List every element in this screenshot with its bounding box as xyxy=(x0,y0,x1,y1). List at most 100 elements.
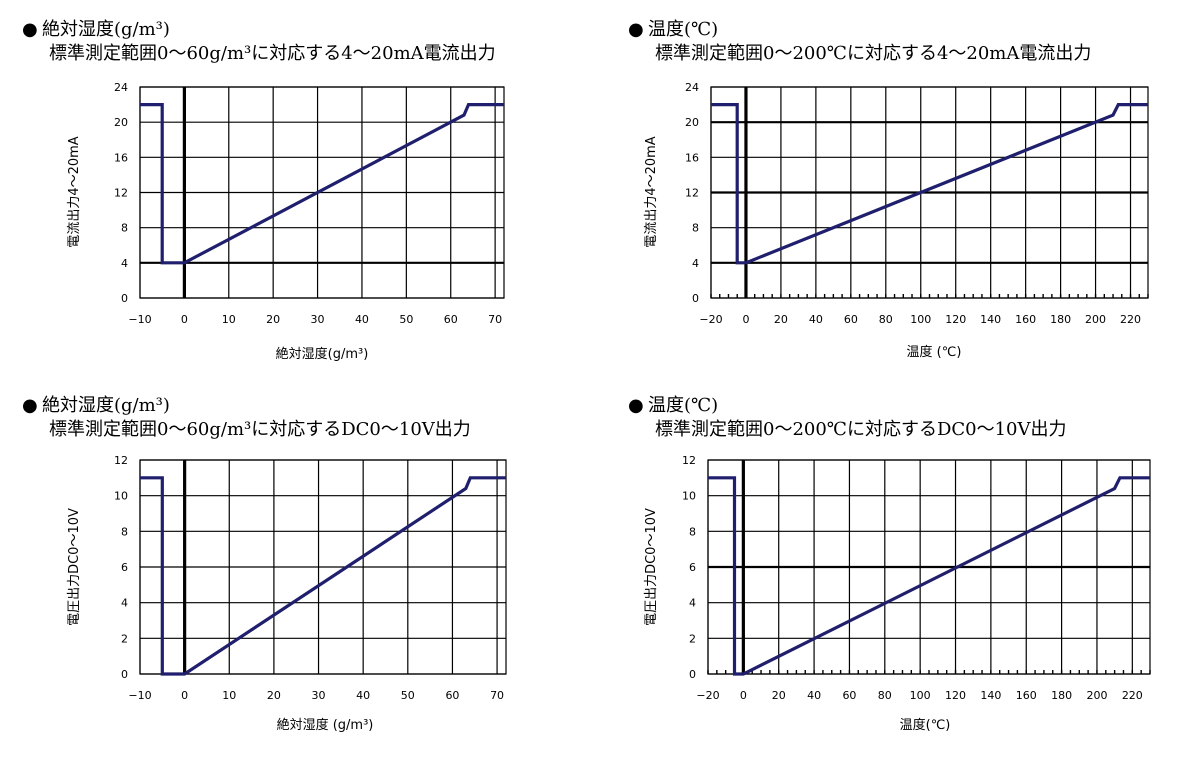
x-tick-label: 200 xyxy=(1086,689,1107,702)
x-tick-label: 220 xyxy=(1120,313,1141,326)
chart-subtitle: 標準測定範囲0～60g/m³に対応する4～20mA電流出力 xyxy=(49,43,496,64)
chart-subtitle: 標準測定範囲0～200℃に対応するDC0～10V出力 xyxy=(655,419,1067,440)
chart-humidity-current: −10 0 10 20 30 40 50 60 7004812162024絶対湿度(g/m³)電… xyxy=(67,81,505,362)
x-tick-label: 180 xyxy=(1051,689,1072,702)
x-tick-label: 30 xyxy=(311,313,325,326)
y-tick-label: 6 xyxy=(121,561,128,574)
x-tick-label: 20 xyxy=(772,689,786,702)
x-tick-label: 40 xyxy=(807,689,821,702)
y-tick-label: 6 xyxy=(689,561,696,574)
chart-header: ● 絶対湿度(g/m³) 標準測定範囲0～60g/m³に対応するDC0～10V出力 xyxy=(22,394,471,442)
x-tick-label: 160 xyxy=(1015,313,1036,326)
y-axis-label: 電圧出力DC0～10V xyxy=(67,508,82,626)
x-tick-label: 120 xyxy=(945,689,966,702)
x-tick-label: 0 xyxy=(740,689,747,702)
y-tick-label: 2 xyxy=(121,632,128,645)
bullet-icon: ● xyxy=(628,395,644,416)
bullet-icon: ● xyxy=(22,19,38,40)
chart-title: 絶対湿度(g/m³) xyxy=(42,19,170,40)
x-tick-label: 40 xyxy=(356,689,370,702)
series-line xyxy=(140,476,506,676)
y-tick-label: 16 xyxy=(685,151,699,164)
y-tick-label: 24 xyxy=(114,81,128,94)
y-axis-label: 電圧出力DC0～10V xyxy=(644,508,659,626)
x-axis-label: 絶対湿度 (g/m³) xyxy=(277,717,374,733)
chart-temperature-voltage: −20 0 20 40 60 80 100 120 140 160 180 200 2200246810… xyxy=(644,454,1151,733)
x-tick-label: 160 xyxy=(1016,689,1037,702)
y-tick-label: 8 xyxy=(692,222,699,235)
x-tick-label: 70 xyxy=(490,689,504,702)
bullet-icon: ● xyxy=(628,19,644,40)
plot-frame xyxy=(139,459,507,675)
y-tick-label: 4 xyxy=(121,597,128,610)
x-tick-label: 70 xyxy=(488,313,502,326)
x-axis-label: 温度 (℃) xyxy=(907,344,962,360)
chart-title: 温度(℃) xyxy=(648,19,719,40)
x-tick-label: 60 xyxy=(844,313,858,326)
x-tick-label: 60 xyxy=(842,689,856,702)
y-tick-label: 8 xyxy=(121,525,128,538)
x-tick-label: 10 xyxy=(222,313,236,326)
y-tick-label: 0 xyxy=(121,668,128,681)
y-tick-label: 12 xyxy=(114,454,128,467)
x-tick-label: 20 xyxy=(266,313,280,326)
y-tick-label: 12 xyxy=(682,454,696,467)
chart-title: 絶対湿度(g/m³) xyxy=(42,395,170,416)
x-tick-label: 30 xyxy=(312,689,326,702)
x-tick-label: 140 xyxy=(980,313,1001,326)
y-tick-label: 0 xyxy=(689,668,696,681)
x-tick-label: 0 xyxy=(181,313,188,326)
y-tick-label: 0 xyxy=(121,292,128,305)
y-tick-label: 4 xyxy=(689,597,696,610)
chart-header: ● 絶対湿度(g/m³) 標準測定範囲0～60g/m³に対応する4～20mA電流出… xyxy=(22,18,496,66)
x-tick-label: 50 xyxy=(401,689,415,702)
y-tick-label: 20 xyxy=(114,116,128,129)
x-tick-label: 100 xyxy=(910,313,931,326)
y-tick-label: 4 xyxy=(121,257,128,270)
plot-frame xyxy=(707,459,1151,675)
x-tick-label: 10 xyxy=(222,689,236,702)
x-tick-label: −10 xyxy=(128,689,151,702)
x-tick-label: 80 xyxy=(879,313,893,326)
y-tick-label: 10 xyxy=(114,490,128,503)
chart-subtitle: 標準測定範囲0～60g/m³に対応するDC0～10V出力 xyxy=(49,419,471,440)
y-axis-label: 電流出力4～20mA xyxy=(644,136,659,247)
y-tick-label: 20 xyxy=(685,116,699,129)
x-tick-label: 80 xyxy=(878,689,892,702)
chart-header: ● 温度(℃) 標準測定範囲0～200℃に対応するDC0～10V出力 xyxy=(628,394,1067,442)
x-tick-label: 100 xyxy=(910,689,931,702)
series-line xyxy=(711,102,1148,265)
x-tick-label: 50 xyxy=(399,313,413,326)
y-tick-label: 12 xyxy=(114,187,128,200)
x-tick-label: 180 xyxy=(1050,313,1071,326)
x-tick-label: 40 xyxy=(355,313,369,326)
x-tick-label: 0 xyxy=(181,689,188,702)
x-tick-label: 20 xyxy=(774,313,788,326)
y-tick-label: 10 xyxy=(682,490,696,503)
y-tick-label: 8 xyxy=(689,525,696,538)
x-tick-label: 40 xyxy=(809,313,823,326)
x-tick-label: −20 xyxy=(699,313,722,326)
plot-frame xyxy=(710,86,1149,299)
x-tick-label: 20 xyxy=(267,689,281,702)
x-tick-label: −20 xyxy=(696,689,719,702)
bullet-icon: ● xyxy=(22,395,38,416)
y-tick-label: 2 xyxy=(689,632,696,645)
y-axis-label: 電流出力4～20mA xyxy=(67,136,82,247)
series-line xyxy=(140,102,504,265)
plot-frame xyxy=(139,86,505,299)
x-tick-label: 120 xyxy=(945,313,966,326)
chart-header: ● 温度(℃) 標準測定範囲0～200℃に対応する4～20mA電流出力 xyxy=(628,18,1091,66)
chart-subtitle: 標準測定範囲0～200℃に対応する4～20mA電流出力 xyxy=(655,43,1092,64)
chart-title: 温度(℃) xyxy=(648,395,719,416)
x-tick-label: 0 xyxy=(742,313,749,326)
y-tick-label: 12 xyxy=(685,187,699,200)
series-line xyxy=(708,476,1150,676)
x-tick-label: 60 xyxy=(444,313,458,326)
y-tick-label: 24 xyxy=(685,81,699,94)
x-tick-label: 60 xyxy=(445,689,459,702)
x-tick-label: 220 xyxy=(1122,689,1143,702)
chart-temperature-current: −20 0 20 40 60 80 100 120 140 160 180 200 2200481216… xyxy=(644,81,1149,360)
y-tick-label: 4 xyxy=(692,257,699,270)
y-tick-label: 8 xyxy=(121,222,128,235)
